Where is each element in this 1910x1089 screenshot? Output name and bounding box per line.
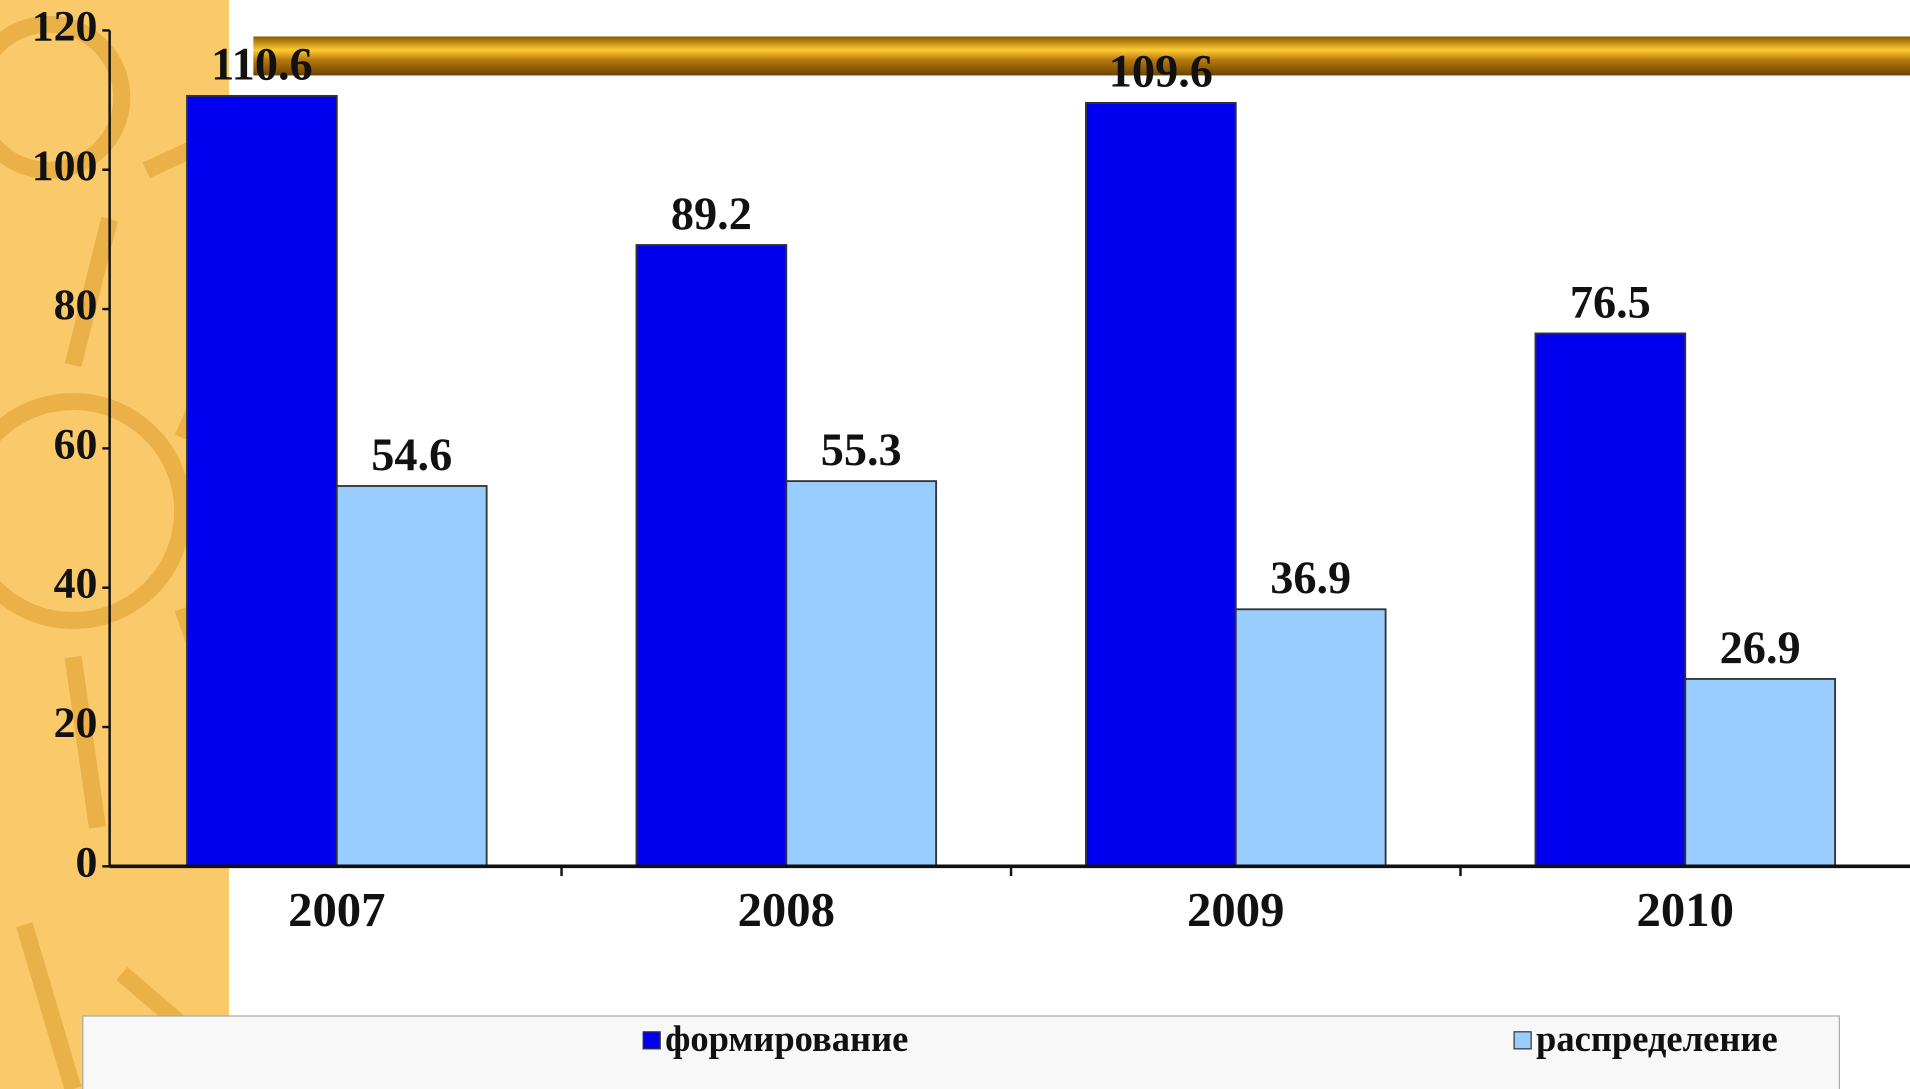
bar bbox=[1085, 101, 1237, 868]
legend-box bbox=[82, 1015, 1840, 1089]
value-label: 110.6 bbox=[211, 40, 313, 91]
x-tick-label: 2008 bbox=[738, 883, 835, 937]
y-tick-label: 20 bbox=[54, 699, 98, 747]
y-tick-label: 60 bbox=[54, 420, 98, 468]
value-label: 89.2 bbox=[671, 189, 752, 240]
bar bbox=[1684, 678, 1836, 868]
value-label: 54.6 bbox=[371, 430, 452, 481]
decorative-bar bbox=[253, 36, 1910, 76]
x-tick-label: 2009 bbox=[1187, 883, 1284, 937]
value-label: 76.5 bbox=[1570, 277, 1651, 328]
x-tick-label: 2010 bbox=[1637, 883, 1734, 937]
value-label: 55.3 bbox=[821, 425, 902, 476]
x-tick-label: 2007 bbox=[288, 883, 385, 937]
y-tick-label: 40 bbox=[54, 560, 98, 608]
y-tick-label: 120 bbox=[32, 2, 98, 50]
y-tick-label: 0 bbox=[76, 838, 98, 886]
bar bbox=[1234, 608, 1387, 868]
y-tick-label: 80 bbox=[54, 281, 98, 329]
bar bbox=[335, 485, 488, 868]
value-label: 36.9 bbox=[1270, 553, 1351, 604]
bar bbox=[785, 480, 938, 868]
y-tick-label: 100 bbox=[32, 142, 98, 190]
value-label: 109.6 bbox=[1109, 47, 1213, 98]
bar bbox=[1534, 332, 1687, 868]
legend-label: формирование bbox=[665, 1018, 908, 1059]
bar bbox=[186, 94, 338, 868]
value-label: 26.9 bbox=[1720, 623, 1801, 674]
legend-label: распределение bbox=[1536, 1018, 1778, 1059]
bar bbox=[635, 244, 788, 868]
legend-marker bbox=[1513, 1031, 1532, 1050]
legend-marker bbox=[642, 1031, 661, 1050]
